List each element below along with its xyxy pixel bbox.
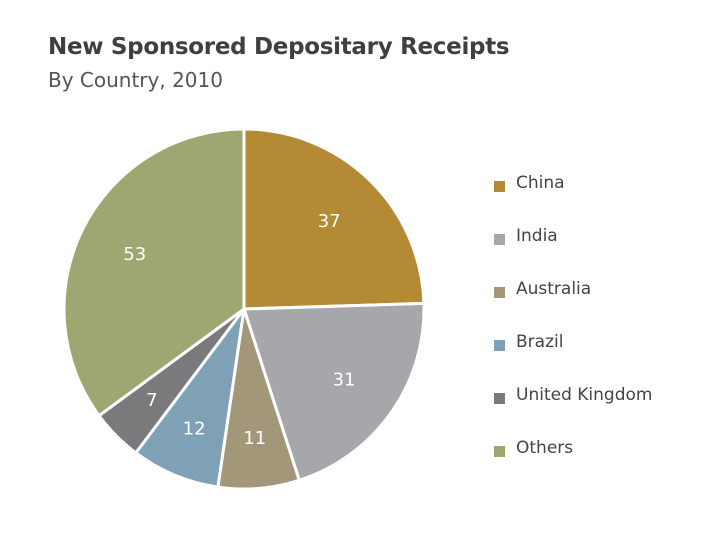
pie-label-china: 37 <box>318 211 341 232</box>
chart-legend: China India Australia Brazil United Kingdom O… <box>494 160 704 478</box>
pie-label-united-kingdom: 7 <box>146 390 157 411</box>
pie-slice-china <box>242 127 426 311</box>
legend-item-united-kingdom: United Kingdom <box>494 372 704 425</box>
chart-subtitle: By Country, 2010 <box>48 68 223 92</box>
legend-item-australia: Australia <box>494 266 704 319</box>
legend-item-india: India <box>494 213 704 266</box>
legend-item-brazil: Brazil <box>494 319 704 372</box>
pie-label-australia: 11 <box>243 428 266 449</box>
legend-swatch <box>494 340 505 351</box>
pie-slice-india <box>242 301 426 482</box>
chart-title: New Sponsored Depositary Receipts <box>48 34 510 60</box>
legend-swatch <box>494 446 505 457</box>
legend-label: China <box>516 173 565 193</box>
legend-label: India <box>516 226 558 246</box>
pie-label-brazil: 12 <box>183 419 206 440</box>
legend-swatch <box>494 181 505 192</box>
legend-swatch <box>494 393 505 404</box>
legend-label: Brazil <box>516 332 564 352</box>
legend-swatch <box>494 287 505 298</box>
pie-label-others: 53 <box>123 244 146 265</box>
pie-slice-others <box>62 127 246 418</box>
pie-label-india: 31 <box>333 369 356 390</box>
legend-item-others: Others <box>494 425 704 478</box>
legend-swatch <box>494 234 505 245</box>
legend-item-china: China <box>494 160 704 213</box>
legend-label: United Kingdom <box>516 385 653 405</box>
legend-label: Australia <box>516 279 592 299</box>
pie-slice-brazil <box>134 307 246 489</box>
legend-label: Others <box>516 438 574 458</box>
